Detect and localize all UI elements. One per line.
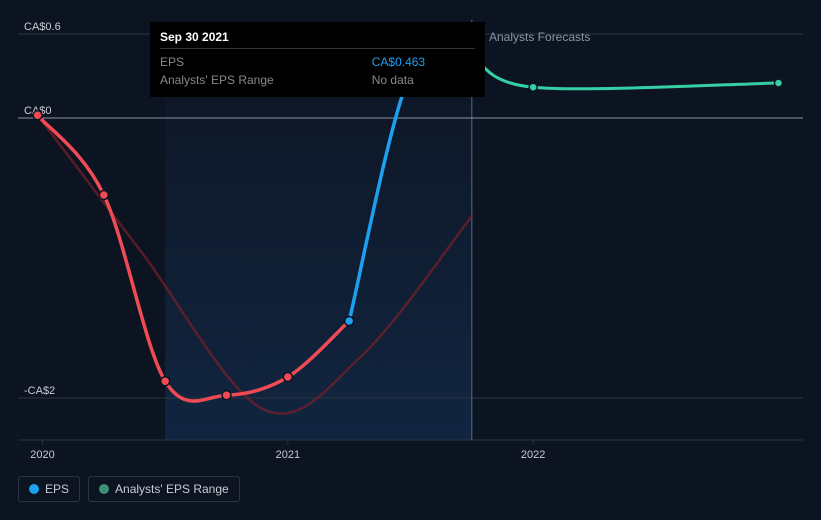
legend-swatch-icon (29, 484, 39, 494)
legend-item-eps[interactable]: EPS (18, 476, 80, 502)
tooltip-row-value: No data (342, 71, 475, 89)
tooltip-date: Sep 30 2021 (160, 30, 475, 44)
svg-text:2021: 2021 (276, 449, 300, 461)
tooltip-row-value: CA$0.463 (342, 53, 475, 71)
svg-text:CA$0.6: CA$0.6 (24, 21, 61, 33)
chart-legend: EPS Analysts' EPS Range (18, 476, 240, 502)
eps-chart: CA$0.6CA$0-CA$2202020212022ActualAnalyst… (0, 0, 821, 520)
legend-item-range[interactable]: Analysts' EPS Range (88, 476, 240, 502)
tooltip-row-label: Analysts' EPS Range (160, 71, 342, 89)
svg-text:2020: 2020 (30, 449, 54, 461)
legend-label: EPS (45, 482, 69, 496)
svg-text:2022: 2022 (521, 449, 545, 461)
legend-swatch-icon (99, 484, 109, 494)
svg-text:-CA$2: -CA$2 (24, 385, 55, 397)
legend-label: Analysts' EPS Range (115, 482, 229, 496)
chart-tooltip: Sep 30 2021 EPSCA$0.463Analysts' EPS Ran… (150, 22, 485, 97)
tooltip-row-label: EPS (160, 53, 342, 71)
svg-text:Analysts Forecasts: Analysts Forecasts (489, 30, 590, 44)
